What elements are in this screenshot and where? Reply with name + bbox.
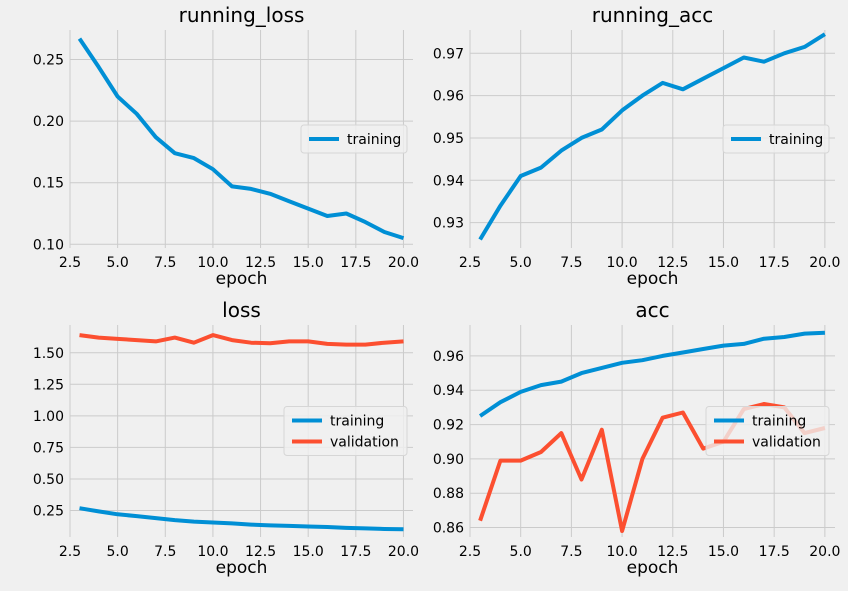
x-tick-label: 7.5 (560, 255, 582, 271)
y-tick-label: 0.10 (33, 237, 64, 253)
x-tick-label: 10.0 (197, 255, 228, 271)
x-tick-label: 10.0 (606, 255, 637, 271)
y-tick-label: 0.86 (433, 521, 464, 537)
x-tick-label: 2.5 (59, 255, 81, 271)
x-axis-label: epoch (627, 269, 679, 289)
y-tick-label: 0.25 (33, 504, 64, 520)
y-tick-label: 0.25 (33, 53, 64, 69)
chart-loss: 2.5 5.0 7.5 10.0 12.5 15.0 17.5 20.0 0.25 0.50 0.7… (33, 298, 419, 578)
series-line-training (478, 32, 826, 241)
x-tick-label: 17.5 (340, 255, 371, 271)
legend-label-validation: validation (752, 435, 821, 451)
y-tick-label: 0.75 (33, 440, 64, 456)
x-tick-label: 20.0 (388, 255, 419, 271)
y-tick-label: 0.95 (433, 131, 464, 147)
x-axis-label: epoch (216, 269, 268, 289)
chart-acc: 2.5 5.0 7.5 10.0 12.5 15.0 17.5 20.0 0.86 0.88 0.9… (433, 298, 841, 578)
series-line-training (79, 506, 404, 532)
x-tick-label: 15.0 (708, 255, 739, 271)
y-tick-label: 0.94 (433, 173, 464, 189)
x-tick-label: 12.5 (657, 255, 688, 271)
chart-running-acc: 2.5 5.0 7.5 10.0 12.5 15.0 17.5 20.0 0.93 0.94 0.9… (433, 3, 841, 289)
x-tick-label: 5.0 (107, 255, 129, 271)
series-line-validation (478, 402, 826, 533)
y-tick-label: 0.15 (33, 176, 64, 192)
legend: training (722, 124, 830, 154)
x-tick-label: 2.5 (459, 544, 481, 560)
series-line-validation (79, 333, 404, 347)
chart-title: running_acc (592, 3, 713, 27)
x-tick-label: 5.0 (107, 544, 129, 560)
legend-box (300, 124, 408, 154)
y-tick-label: 0.93 (433, 216, 464, 232)
x-tick-label: 2.5 (59, 544, 81, 560)
x-tick-label: 10.0 (197, 544, 228, 560)
x-tick-label: 15.0 (293, 544, 324, 560)
x-tick-label: 20.0 (388, 544, 419, 560)
x-tick-label: 17.5 (759, 544, 790, 560)
legend: training validation (705, 406, 830, 456)
x-axis-label: epoch (627, 558, 679, 578)
x-tick-label: 5.0 (510, 255, 532, 271)
legend-label-training: training (769, 132, 823, 148)
legend-box (722, 124, 830, 154)
x-tick-label: 20.0 (809, 544, 840, 560)
y-tick-label: 0.96 (433, 349, 464, 365)
x-tick-label: 12.5 (245, 255, 276, 271)
y-tick-label: 1.25 (33, 377, 64, 393)
y-tick-label: 0.96 (433, 89, 464, 105)
x-tick-label: 12.5 (245, 544, 276, 560)
chart-title: acc (635, 298, 669, 322)
x-tick-label: 20.0 (809, 255, 840, 271)
legend: training (300, 124, 408, 154)
chart-title: loss (222, 298, 261, 322)
x-tick-label: 10.0 (606, 544, 637, 560)
y-tick-label: 1.50 (33, 346, 64, 362)
x-tick-label: 15.0 (708, 544, 739, 560)
legend-label-training: training (330, 414, 384, 430)
x-tick-label: 12.5 (657, 544, 688, 560)
series-line-training (478, 330, 825, 418)
x-tick-label: 17.5 (759, 255, 790, 271)
legend: training validation (283, 406, 408, 456)
legend-label-training: training (752, 414, 806, 430)
y-tick-label: 0.90 (433, 452, 464, 468)
x-axis-label: epoch (216, 558, 268, 578)
y-tick-label: 0.97 (433, 46, 464, 62)
x-tick-label: 7.5 (154, 544, 176, 560)
x-tick-label: 5.0 (510, 544, 532, 560)
y-tick-label: 1.00 (33, 409, 64, 425)
y-tick-label: 0.92 (433, 418, 464, 434)
chart-title: running_loss (179, 3, 305, 27)
chart-running-loss: 2.5 5.0 7.5 10.0 12.5 15.0 17.5 20.0 0.10 0.15 0.2… (33, 3, 419, 289)
x-tick-label: 2.5 (459, 255, 481, 271)
legend-label-training: training (347, 132, 401, 148)
y-tick-label: 0.88 (433, 486, 464, 502)
x-tick-label: 7.5 (154, 255, 176, 271)
y-tick-label: 0.20 (33, 114, 64, 130)
y-tick-label: 0.50 (33, 472, 64, 488)
x-tick-label: 15.0 (293, 255, 324, 271)
series-line-training (77, 37, 405, 241)
legend-label-validation: validation (330, 435, 399, 451)
x-tick-label: 17.5 (340, 544, 371, 560)
y-tick-label: 0.94 (433, 383, 464, 399)
x-tick-label: 7.5 (560, 544, 582, 560)
